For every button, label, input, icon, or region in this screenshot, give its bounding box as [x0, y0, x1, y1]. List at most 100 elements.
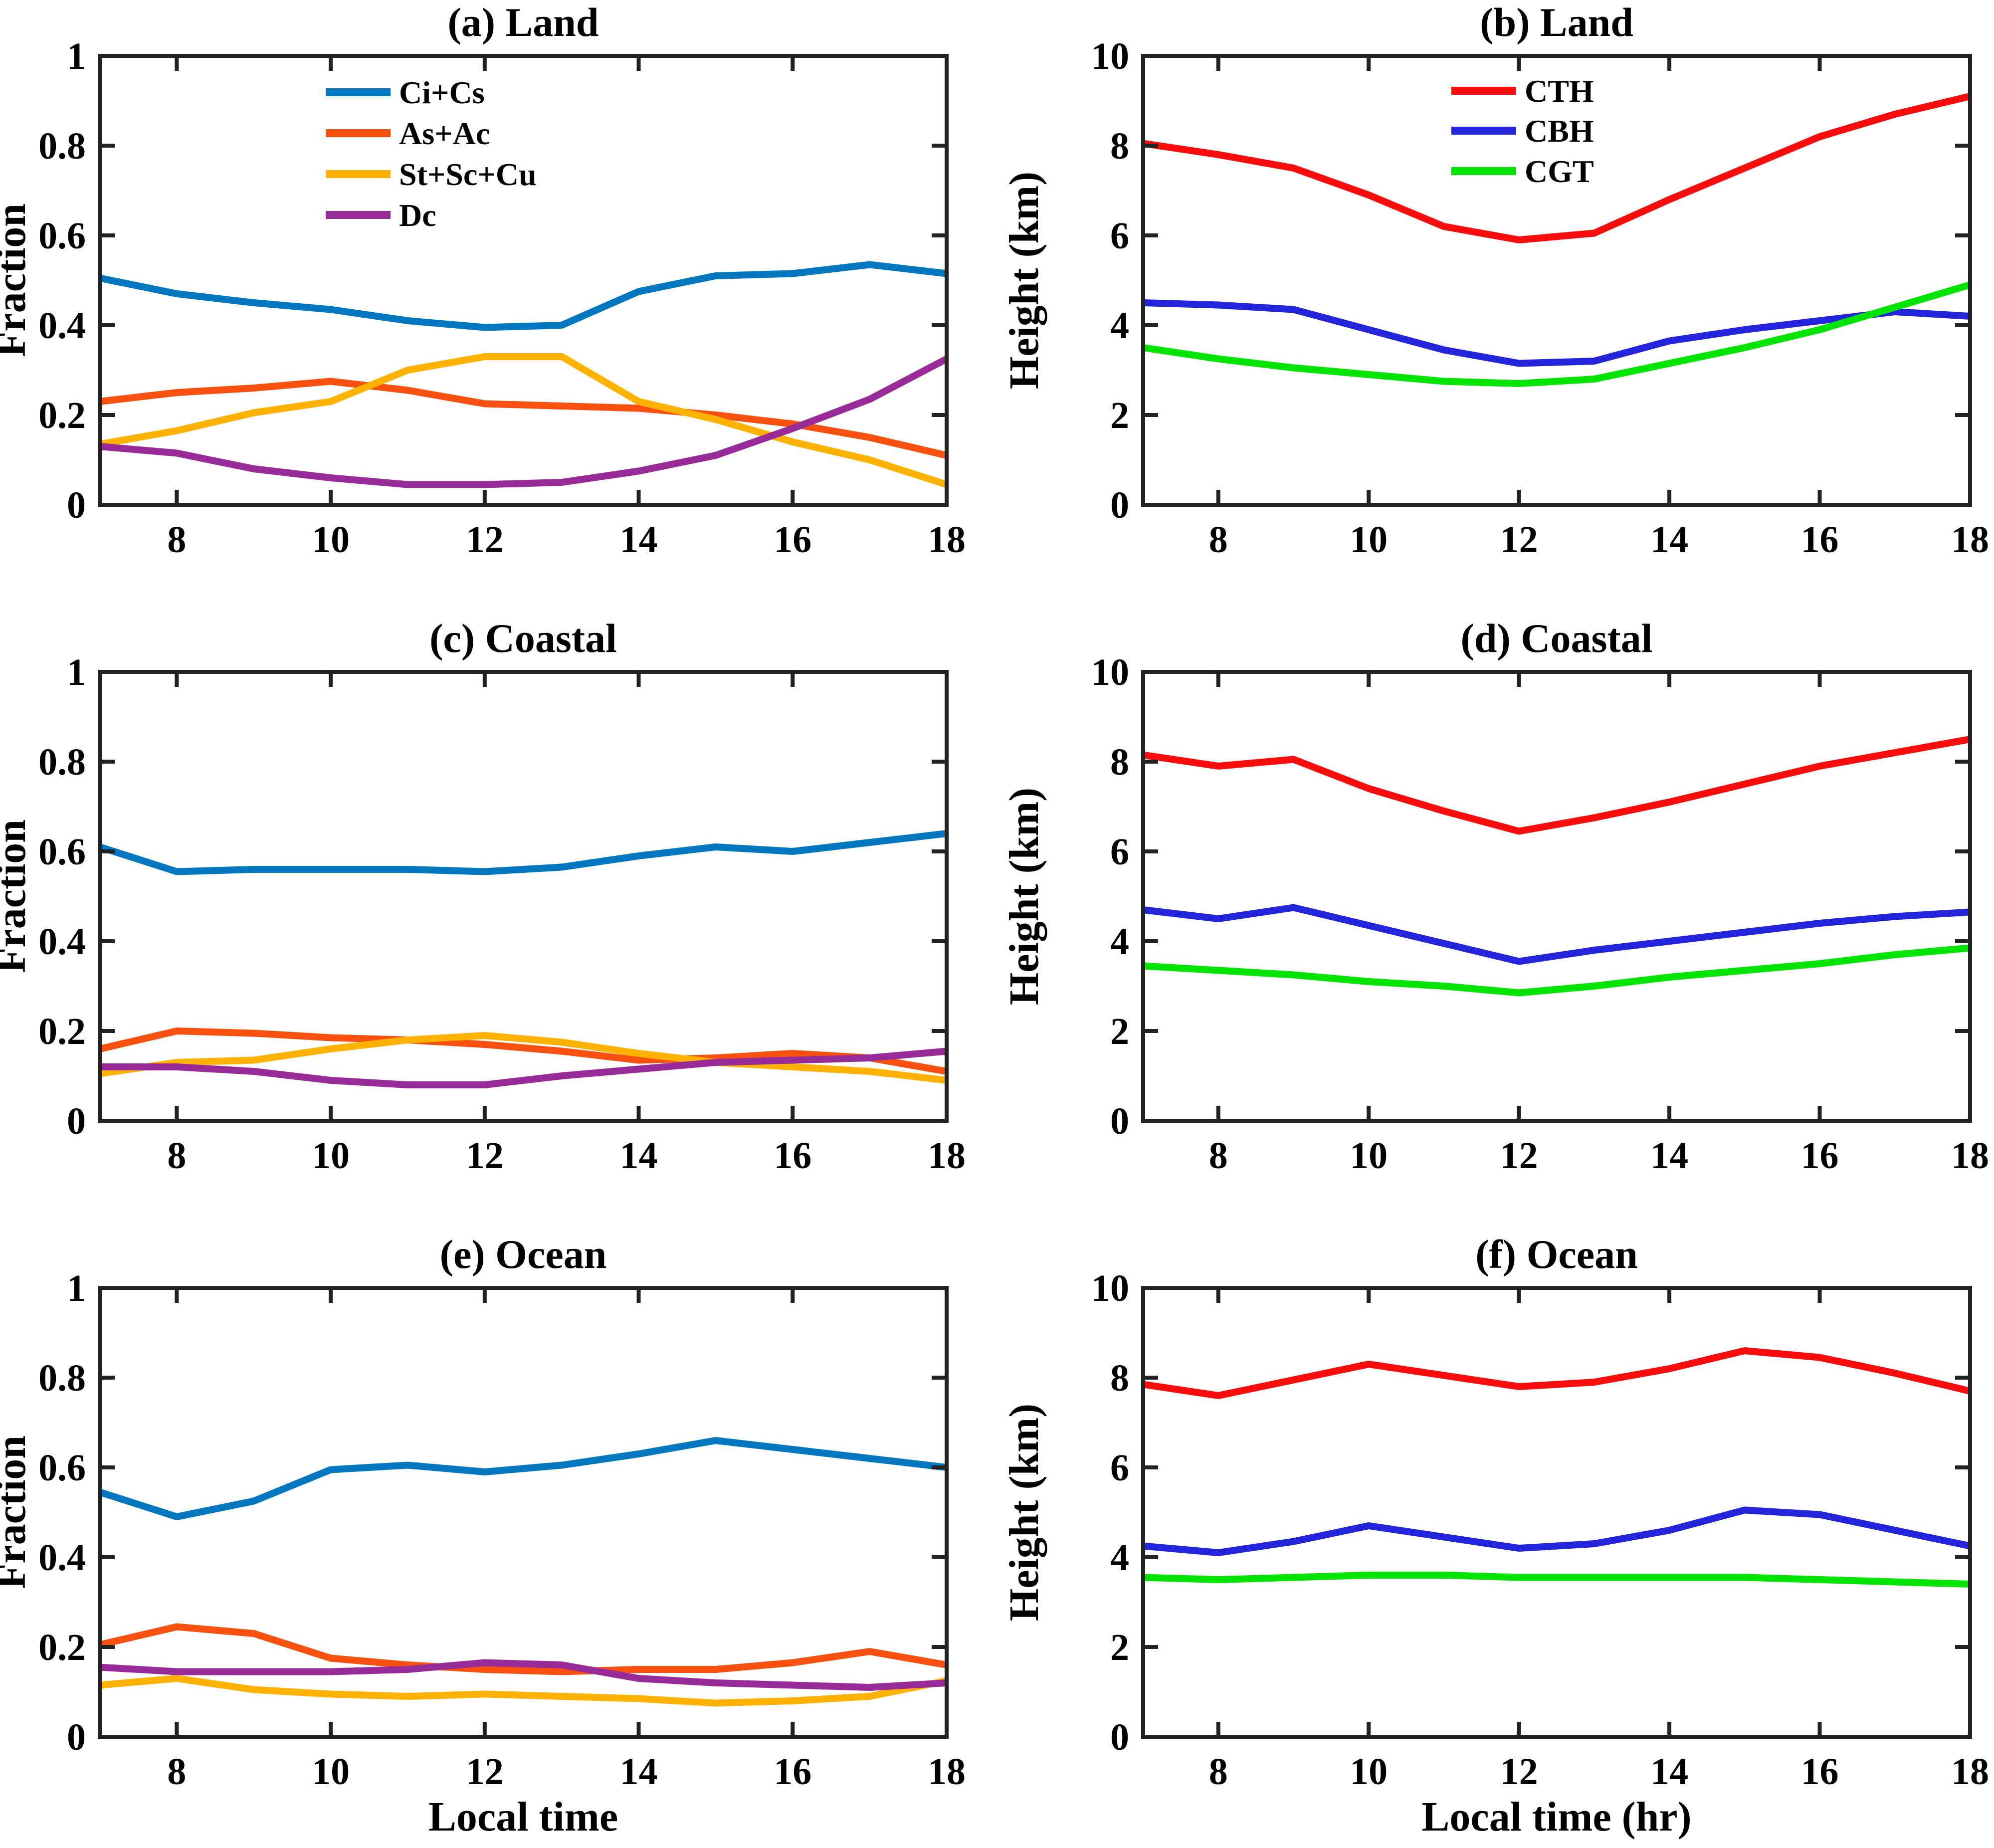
- y-tick-label: 10: [1091, 651, 1129, 693]
- series-line-cgt: [1143, 944, 1971, 997]
- legend-label: St+Sc+Cu: [399, 157, 537, 192]
- x-tick-label: 16: [774, 519, 811, 561]
- y-tick-label: 0: [1110, 1716, 1129, 1758]
- series-line-cth: [1142, 1347, 1971, 1399]
- y-tick-label: 0.4: [38, 921, 86, 963]
- y-tick-label: 0.2: [38, 1011, 86, 1052]
- series-line-dc: [99, 1659, 947, 1691]
- x-tick-label: 8: [167, 1751, 186, 1793]
- series-line-cgt: [1142, 281, 1972, 387]
- y-tick-label: 6: [1110, 831, 1129, 873]
- x-tick-label: 18: [1951, 1135, 1989, 1177]
- x-tick-label: 18: [928, 1751, 966, 1793]
- axis-frame: [98, 54, 949, 507]
- series-line-as-ac: [99, 1027, 948, 1075]
- series-line-st-sc-cu: [99, 353, 948, 488]
- x-tick-label: 16: [1801, 1135, 1839, 1177]
- y-tick-label: 2: [1110, 1011, 1129, 1052]
- x-tick-label: 14: [620, 1135, 658, 1177]
- x-tick-label: 8: [1209, 1751, 1228, 1793]
- x-tick-label: 8: [167, 1135, 186, 1177]
- y-tick-label: 1: [67, 651, 86, 693]
- y-tick-label: 6: [1110, 215, 1129, 257]
- y-axis-label: Fraction: [0, 820, 34, 973]
- series-line-cbh: [1143, 1506, 1971, 1556]
- x-tick-label: 12: [1500, 1135, 1538, 1177]
- y-axis-label: Fraction: [0, 1436, 34, 1589]
- y-tick-label: 0.4: [38, 1537, 86, 1579]
- panel-a: 8 10 12 14 16 18 0 0.2 0.4 0.6 0.8 1 (a) Land Fractio…: [0, 0, 966, 561]
- y-tick-label: 2: [1110, 395, 1129, 436]
- y-tick-label: 4: [1110, 921, 1129, 963]
- x-tick-label: 14: [1650, 1751, 1688, 1793]
- y-tick-label: 0.8: [38, 741, 86, 783]
- series-line-ci-cs: [98, 830, 947, 875]
- x-tick-label: 16: [774, 1751, 811, 1793]
- x-tick-label: 8: [167, 519, 186, 561]
- y-tick-label: 0: [67, 484, 86, 526]
- series-line-dc: [99, 356, 949, 488]
- axis-frame: [1141, 54, 1972, 507]
- x-tick-label: 18: [928, 519, 966, 561]
- series-line-st-sc-cu: [99, 1032, 947, 1084]
- x-tick-label: 12: [1500, 519, 1538, 561]
- legend-label: CTH: [1525, 73, 1594, 109]
- series-line-as-ac: [99, 1623, 948, 1675]
- y-tick-label: 0.8: [38, 125, 86, 167]
- y-tick-label: 0.6: [38, 1447, 86, 1489]
- panel-title: (e) Ocean: [440, 1232, 607, 1277]
- panel-c: 8 10 12 14 16 18 0 0.2 0.4 0.6 0.8 1 (c) Coastal Frac…: [0, 616, 966, 1177]
- x-axis-label: Local time (hr): [1421, 1794, 1691, 1840]
- y-tick-label: 0: [67, 1100, 86, 1142]
- y-tick-label: 4: [1110, 305, 1129, 347]
- y-tick-label: 1: [67, 1267, 86, 1309]
- x-tick-label: 12: [466, 1751, 504, 1793]
- x-tick-label: 12: [1500, 1751, 1538, 1793]
- y-tick-label: 0.6: [38, 215, 86, 257]
- y-tick-label: 6: [1110, 1447, 1129, 1489]
- panel-f: 8 10 12 14 16 18 0 2 4 6 8 10 (f) Ocean Height (km) Lo…: [1001, 1232, 1989, 1840]
- x-tick-label: 14: [1650, 519, 1688, 561]
- x-tick-label: 16: [774, 1135, 811, 1177]
- y-tick-label: 10: [1091, 1267, 1129, 1309]
- y-tick-label: 0.6: [38, 831, 86, 873]
- y-axis-label: Height (km): [1001, 788, 1047, 1005]
- legend-label: Ci+Cs: [399, 75, 485, 110]
- x-tick-label: 10: [312, 519, 350, 561]
- y-tick-label: 0.2: [38, 395, 86, 436]
- y-tick-label: 2: [1110, 1627, 1129, 1668]
- panel-title: (c) Coastal: [429, 616, 617, 661]
- x-tick-label: 8: [1209, 519, 1228, 561]
- x-tick-label: 10: [1350, 1751, 1388, 1793]
- legend-label: As+Ac: [399, 116, 490, 151]
- y-axis-label: Fraction: [0, 204, 34, 357]
- series-line-cth: [1142, 93, 1971, 243]
- x-tick-label: 14: [620, 1751, 658, 1793]
- panel-b: 8 10 12 14 16 18 0 2 4 6 8 10 (b) Land Height (km) CTH…: [1001, 0, 1989, 561]
- series-line-st-sc-cu: [99, 1675, 948, 1707]
- series-line-dc: [100, 1047, 947, 1088]
- y-axis-label: Height (km): [1001, 172, 1047, 389]
- y-tick-label: 8: [1110, 125, 1129, 167]
- series-line-cth: [1142, 736, 1971, 835]
- legend-label: CGT: [1525, 154, 1594, 189]
- y-tick-label: 0.4: [38, 305, 86, 347]
- legend-label: Dc: [399, 198, 436, 233]
- x-tick-label: 12: [466, 519, 504, 561]
- x-axis-label: Local time: [428, 1794, 618, 1840]
- x-tick-label: 18: [1951, 1751, 1989, 1793]
- series-line-ci-cs: [99, 261, 947, 331]
- y-axis-label: Height (km): [1001, 1404, 1047, 1621]
- axis-frame: [1141, 1286, 1972, 1739]
- x-tick-label: 10: [312, 1751, 350, 1793]
- panel-e: 8 10 12 14 16 18 0 0.2 0.4 0.6 0.8 1 (e) Ocean Fracti…: [0, 1232, 966, 1840]
- x-tick-label: 8: [1209, 1135, 1228, 1177]
- y-tick-label: 1: [67, 35, 86, 77]
- axis-frame: [98, 1286, 949, 1739]
- x-tick-label: 14: [620, 519, 658, 561]
- y-tick-label: 4: [1110, 1537, 1129, 1579]
- panel-title: (f) Ocean: [1475, 1232, 1638, 1277]
- x-tick-label: 10: [312, 1135, 350, 1177]
- y-tick-label: 8: [1110, 1357, 1129, 1399]
- x-tick-label: 18: [928, 1135, 966, 1177]
